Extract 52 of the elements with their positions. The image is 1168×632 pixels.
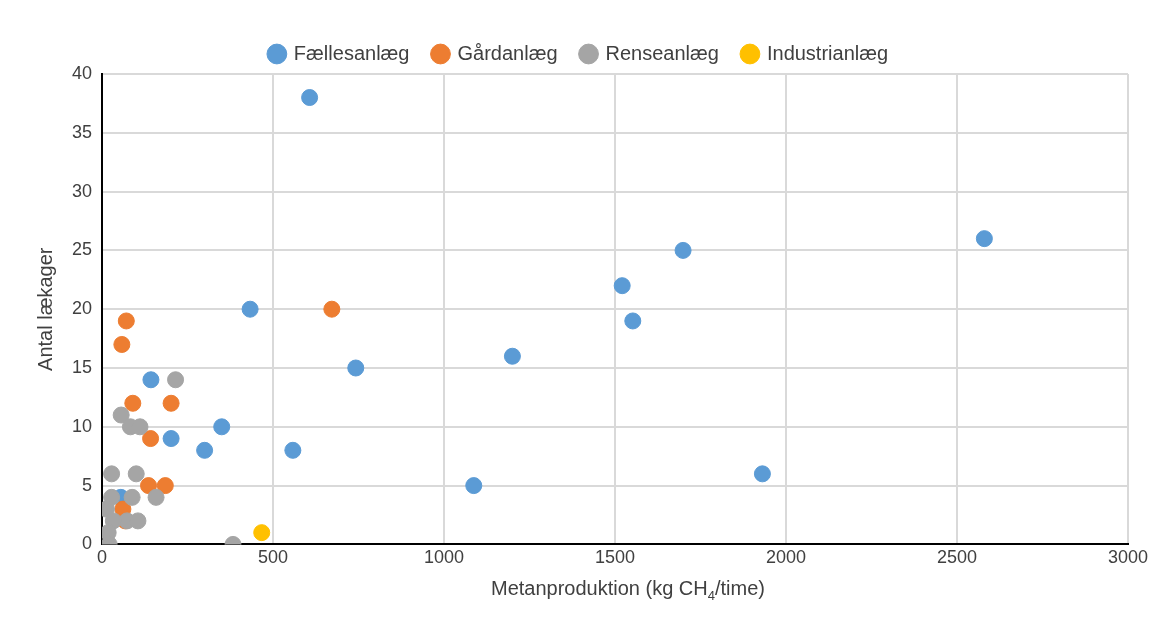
point [140,477,158,495]
x-tick-label: 1500 [594,547,636,568]
point [112,406,130,424]
legend-label: Renseanlæg [605,41,719,64]
point [213,418,231,436]
point [127,465,145,483]
point [162,430,180,448]
y-tick-label: 35 [71,121,93,142]
point [147,488,165,506]
point [162,394,180,412]
point [196,441,214,459]
y-tick-label: 30 [71,180,93,201]
point [123,488,141,506]
point [301,89,319,107]
point [753,465,771,483]
legend-label: Industrianlæg [766,41,889,64]
legend-label: Fællesanlæg [293,41,410,64]
y-tick-label: 25 [71,239,93,260]
x-tick-label: 2000 [765,547,807,568]
y-tick-label: 5 [82,474,93,495]
y-tick-label: 15 [71,356,93,377]
y-axis-title: Antal lækager [33,247,56,371]
y-tick-label: 20 [71,298,93,319]
x-tick-label: 3000 [1107,547,1149,568]
point [323,300,341,318]
point [503,347,521,365]
point [674,241,692,259]
y-tick-label: 0 [82,533,93,554]
point [284,441,302,459]
point [117,312,135,330]
point [624,312,642,330]
x-tick-label: 500 [257,547,289,568]
point [156,477,174,495]
point [465,477,483,495]
legend-label: Gårdanlæg [457,41,558,64]
point [347,359,365,377]
x-tick-label: 0 [97,547,108,568]
point [975,230,993,248]
point [124,394,142,412]
point [613,277,631,295]
point [253,524,271,542]
y-tick-label: 40 [71,62,93,83]
point [142,371,160,389]
point [167,371,185,389]
point [113,335,131,353]
x-tick-label: 1000 [423,547,465,568]
point [142,430,160,448]
x-tick-label: 2500 [936,547,978,568]
point [103,465,121,483]
x-axis-title: Metanproduktion (kg CH$_{4}$/time) [490,577,766,603]
y-tick-label: 10 [71,415,93,436]
point [241,300,259,318]
